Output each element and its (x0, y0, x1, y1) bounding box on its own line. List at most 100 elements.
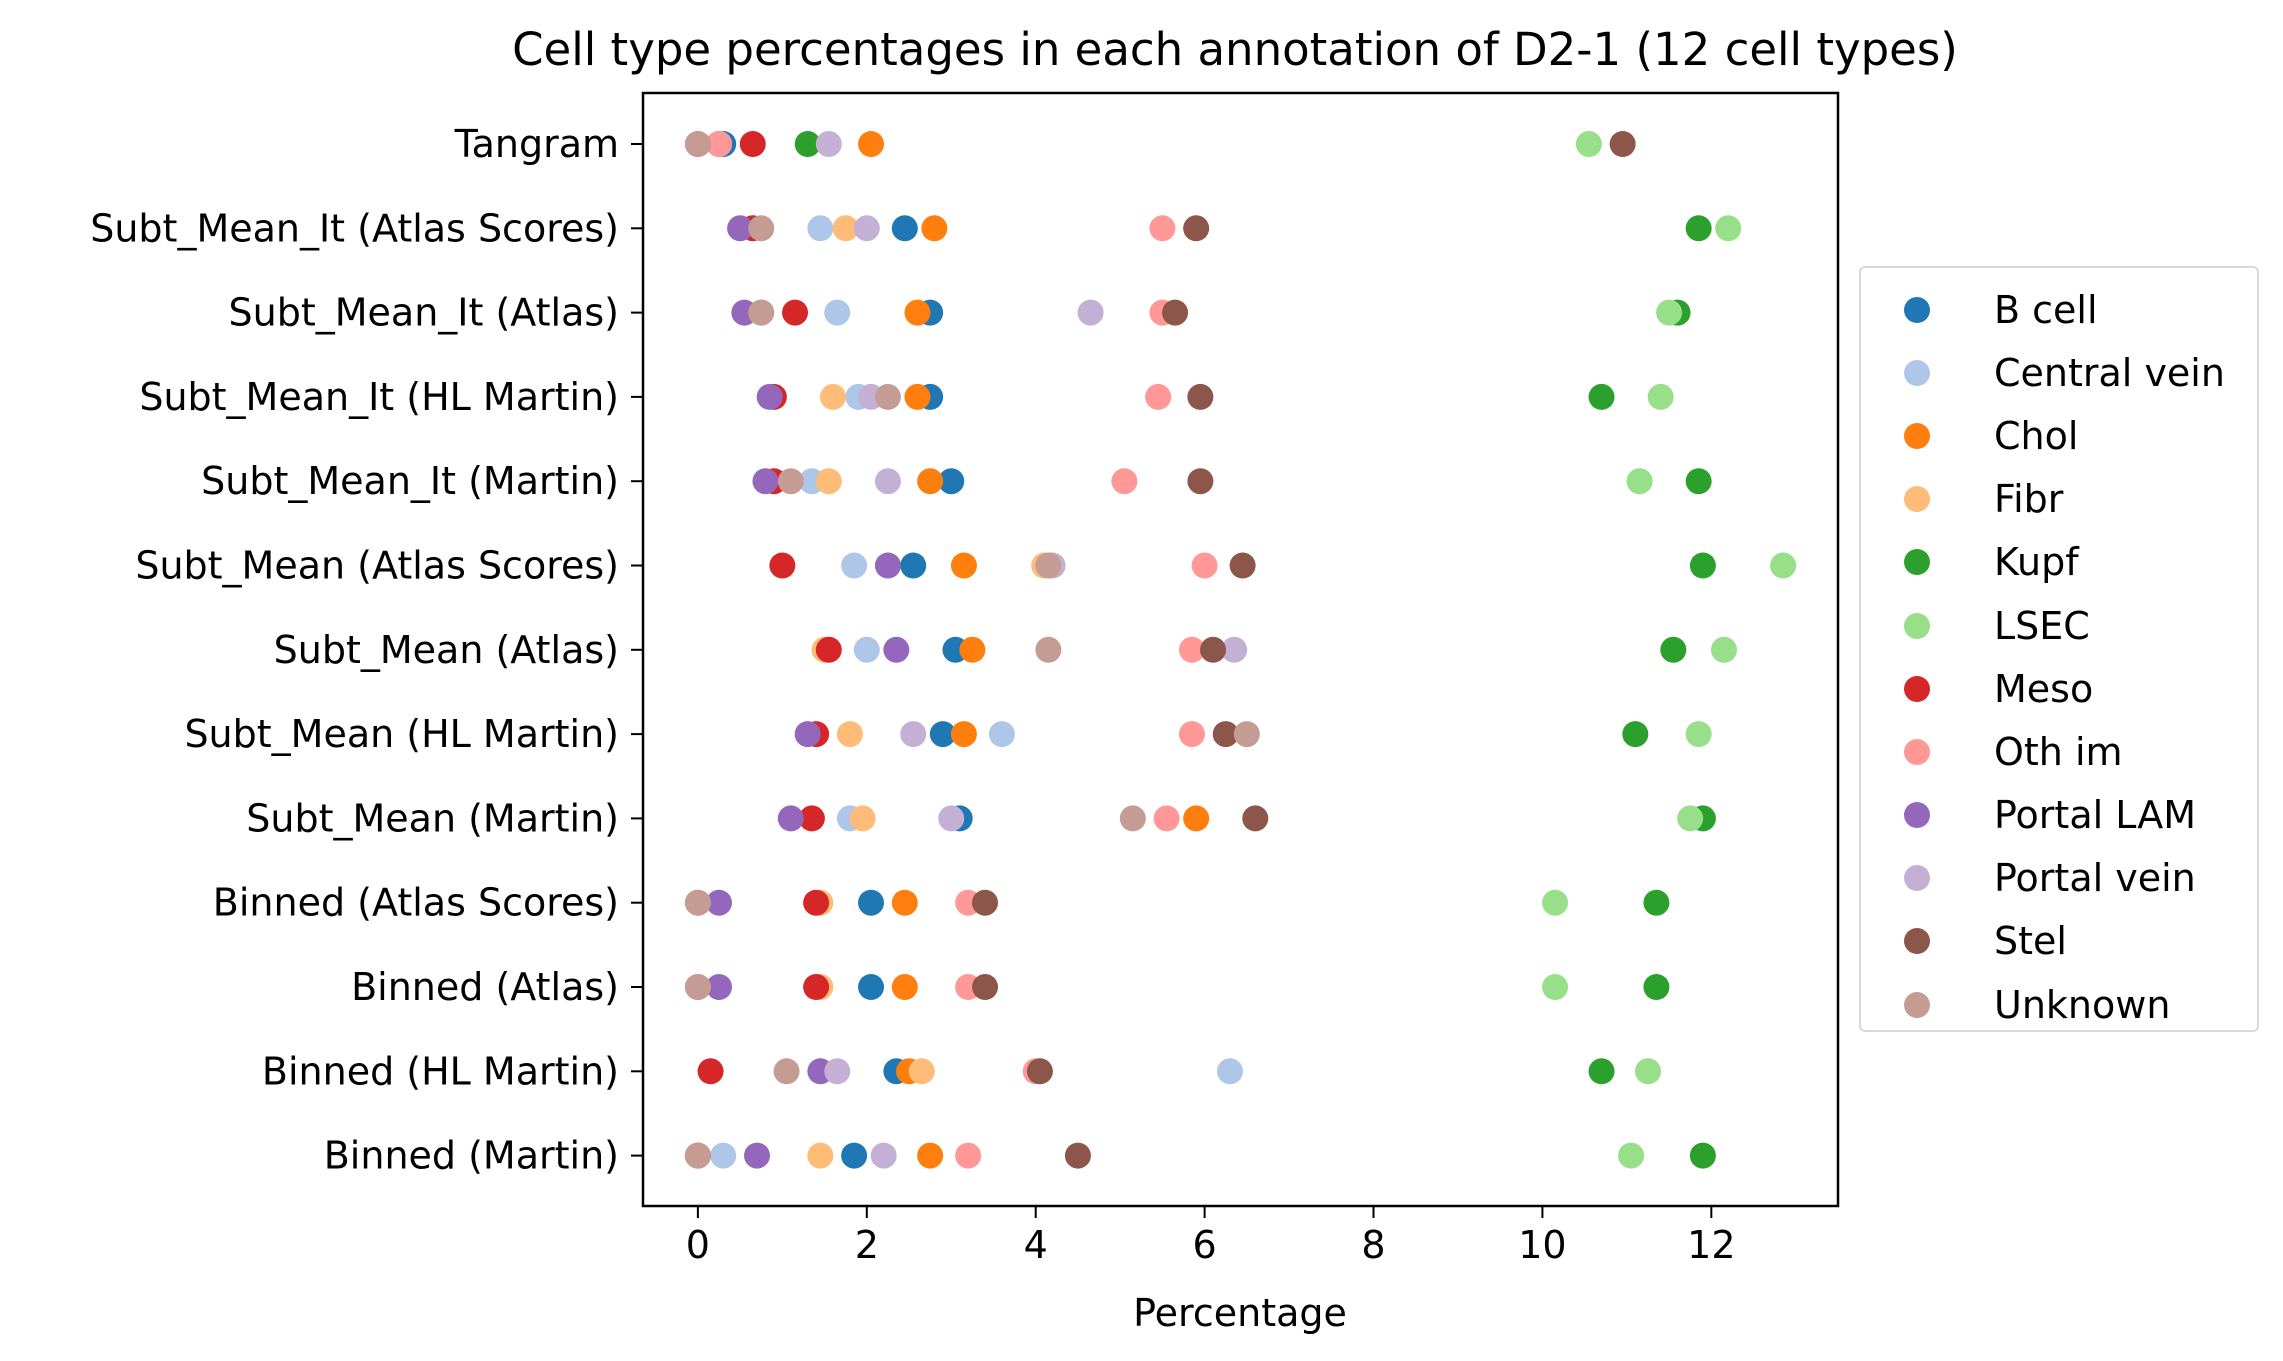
point-oth-im (1191, 552, 1218, 579)
point-kupf (1685, 468, 1712, 495)
point-unknown (777, 468, 804, 495)
point-meso (815, 636, 842, 663)
point-chol (904, 299, 931, 326)
point-unknown (1233, 721, 1260, 748)
y-tick-label: Binned (Atlas) (351, 965, 619, 1009)
legend-label: B cell (1994, 287, 2098, 332)
y-tick-label: Subt_Mean_It (Martin) (201, 459, 619, 503)
point-chol (959, 636, 986, 663)
point-meso (782, 299, 809, 326)
point-chol (891, 889, 918, 916)
point-meso (798, 805, 825, 832)
point-portal-lam (706, 974, 733, 1000)
data-points (684, 131, 1797, 1169)
point-portal-vein (900, 721, 927, 748)
point-portal-lam (874, 552, 901, 579)
point-lsec (1626, 468, 1653, 495)
legend-label: Meso (1994, 666, 2094, 711)
point-stel (1609, 131, 1636, 157)
point-stel (972, 974, 999, 1000)
point-unknown (773, 1058, 800, 1085)
point-portal-vein (1077, 299, 1104, 326)
point-central-vein (988, 721, 1015, 748)
x-axis-label: Percentage (1133, 1291, 1347, 1335)
point-kupf (1622, 721, 1649, 748)
point-unknown (684, 974, 711, 1000)
legend-item: Chol (1861, 404, 2257, 467)
x-tick-label: 8 (1361, 1223, 1385, 1267)
point-oth-im (1145, 383, 1172, 410)
legend-marker (1904, 612, 1930, 639)
point-stel (1200, 636, 1227, 663)
point-oth-im (1178, 636, 1205, 663)
point-kupf (1643, 974, 1670, 1000)
legend-marker (1904, 422, 1930, 449)
point-portal-vein (874, 468, 901, 495)
point-chol (917, 1142, 944, 1169)
point-b-cell (858, 889, 885, 916)
point-stel (1064, 1142, 1091, 1169)
point-chol (891, 974, 918, 1000)
point-stel (1183, 215, 1210, 242)
point-central-vein (710, 1142, 737, 1169)
point-fibr (807, 1142, 834, 1169)
point-portal-lam (727, 215, 754, 242)
point-meso (739, 131, 766, 157)
point-b-cell (929, 721, 956, 748)
point-lsec (1770, 552, 1797, 579)
y-tick-label: Subt_Mean_It (Atlas Scores) (90, 206, 619, 250)
y-tick-label: Binned (Atlas Scores) (213, 881, 619, 925)
legend-marker (1904, 738, 1930, 765)
point-kupf (1588, 383, 1615, 410)
point-meso (803, 889, 830, 916)
point-lsec (1685, 721, 1712, 748)
legend-item: Portal LAM (1861, 784, 2257, 847)
point-portal-vein (824, 1058, 851, 1085)
legend: B cell Central vein Chol Fibr Kupf LSEC Meso Ot… (1859, 266, 2259, 1032)
point-portal-lam (777, 805, 804, 832)
y-axis: Tangram Subt_Mean_It (Atlas Scores) Subt_M… (90, 122, 643, 1178)
legend-label: LSEC (1994, 603, 2090, 648)
point-unknown (684, 1142, 711, 1169)
point-portal-vein (815, 131, 842, 157)
point-fibr (849, 805, 876, 832)
x-tick-label: 6 (1193, 1223, 1217, 1267)
point-lsec (1634, 1058, 1661, 1085)
y-tick-label: Subt_Mean (Martin) (246, 796, 619, 840)
legend-marker (1904, 802, 1930, 829)
point-oth-im (1153, 805, 1180, 832)
legend-item: Meso (1861, 657, 2257, 720)
legend-marker (1904, 296, 1930, 323)
point-unknown (1119, 805, 1146, 832)
y-tick-label: Subt_Mean_It (Atlas) (229, 291, 619, 335)
point-b-cell (938, 468, 965, 495)
point-lsec (1542, 974, 1569, 1000)
point-lsec (1710, 636, 1737, 663)
point-central-vein (841, 552, 868, 579)
legend-item: Central vein (1861, 341, 2257, 404)
point-chol (858, 131, 885, 157)
y-tick-label: Binned (HL Martin) (262, 1049, 619, 1093)
point-meso (769, 552, 796, 579)
legend-label: Portal vein (1994, 856, 2196, 901)
point-lsec (1618, 1142, 1645, 1169)
legend-marker (1904, 359, 1930, 386)
legend-label: Oth im (1994, 729, 2123, 774)
legend-label: Portal LAM (1994, 793, 2197, 838)
legend-marker (1904, 549, 1930, 576)
legend-marker (1904, 865, 1930, 892)
point-kupf (1689, 552, 1716, 579)
x-tick-label: 0 (686, 1223, 710, 1267)
point-portal-vein (1221, 636, 1248, 663)
point-stel (1187, 468, 1214, 495)
point-lsec (1647, 383, 1674, 410)
point-fibr (815, 468, 842, 495)
point-portal-lam (706, 889, 733, 916)
point-kupf (794, 131, 821, 157)
point-fibr (836, 721, 863, 748)
point-stel (972, 889, 999, 916)
point-kupf (1660, 636, 1687, 663)
point-portal-lam (794, 721, 821, 748)
point-chol (1183, 805, 1210, 832)
